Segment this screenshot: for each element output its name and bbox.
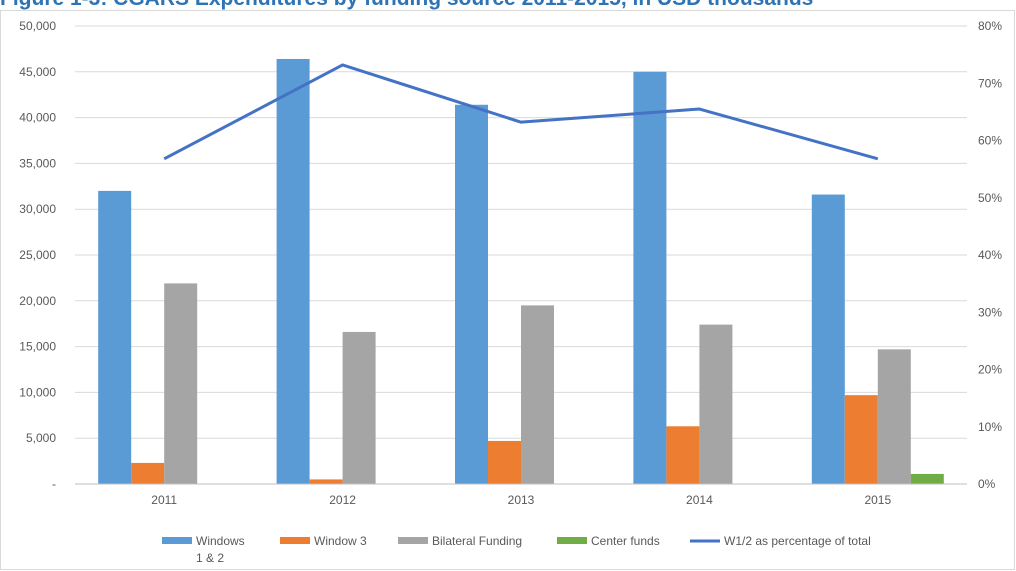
right-axis-tick-label: 10% bbox=[978, 420, 1002, 434]
left-axis-tick-label: 25,000 bbox=[19, 248, 56, 262]
left-axis-tick-label: 5,000 bbox=[26, 431, 56, 445]
bar-center-funds-2015 bbox=[910, 473, 944, 484]
left-axis-tick-label: 30,000 bbox=[19, 202, 56, 216]
legend-swatch bbox=[280, 537, 310, 544]
right-axis: 0% 10% 20% 30% 40% 50% 60% 70% 80% bbox=[978, 19, 1002, 491]
right-axis-tick-label: 0% bbox=[978, 477, 996, 491]
x-axis-tick-label: 2014 bbox=[686, 493, 713, 507]
bar-bilateral-funding-2014 bbox=[699, 324, 733, 484]
legend-item: Windows 1 & 2 bbox=[162, 534, 245, 565]
right-axis-tick-label: 30% bbox=[978, 305, 1002, 319]
legend-label: Window 3 bbox=[314, 534, 367, 548]
chart-title: Figure 1-3: CGARS Expenditures by fundin… bbox=[0, 0, 1016, 13]
bar-windows-1-2-2012 bbox=[276, 58, 310, 484]
bar-bilateral-funding-2011 bbox=[164, 283, 198, 484]
legend-label: Windows bbox=[196, 534, 245, 548]
left-axis-tick-label: 45,000 bbox=[19, 65, 56, 79]
x-axis: 2011 2012 2013 2014 2015 bbox=[75, 483, 967, 507]
left-axis-tick-label: 10,000 bbox=[19, 385, 56, 399]
left-axis-tick-label: 50,000 bbox=[19, 19, 56, 33]
bar-window-3-2013 bbox=[488, 440, 521, 484]
x-axis-tick-label: 2015 bbox=[864, 493, 891, 507]
bar-window-3-2012 bbox=[309, 479, 343, 484]
percentage-line bbox=[163, 63, 879, 161]
left-axis-tick-label: 20,000 bbox=[19, 294, 56, 308]
legend-label: Center funds bbox=[591, 534, 660, 548]
right-axis-tick-label: 70% bbox=[978, 76, 1002, 90]
right-axis-tick-label: 40% bbox=[978, 248, 1002, 262]
left-axis-tick-label: 15,000 bbox=[19, 340, 56, 354]
x-axis-tick-label: 2011 bbox=[151, 493, 177, 507]
legend-item: Window 3 bbox=[280, 534, 367, 548]
legend-swatch bbox=[162, 537, 192, 544]
legend-item: Bilateral Funding bbox=[398, 534, 522, 548]
x-axis-tick-label: 2013 bbox=[508, 493, 535, 507]
legend: Windows 1 & 2 Window 3 Bilateral Funding Cen… bbox=[162, 534, 871, 565]
legend-label-line2: 1 & 2 bbox=[196, 551, 224, 565]
legend-item: W1/2 as percentage of total bbox=[690, 534, 871, 548]
bar-bilateral-funding-2012 bbox=[342, 331, 376, 484]
bar-bilateral-funding-2015 bbox=[877, 349, 911, 484]
legend-item: Center funds bbox=[557, 534, 660, 548]
bar-window-3-2014 bbox=[666, 426, 700, 484]
right-axis-tick-label: 20% bbox=[978, 363, 1002, 377]
bar-bilateral-funding-2013 bbox=[521, 305, 554, 484]
chart-frame bbox=[0, 10, 1015, 570]
left-axis-tick-label: - bbox=[52, 477, 56, 491]
percentage-line-layer bbox=[163, 63, 879, 161]
left-axis: - 5,000 10,000 15,000 20,000 25,000 30,000 35,0… bbox=[19, 19, 56, 491]
legend-label: Bilateral Funding bbox=[432, 534, 522, 548]
left-axis-tick-label: 35,000 bbox=[19, 156, 56, 170]
bars bbox=[98, 58, 944, 485]
left-axis-tick-label: 40,000 bbox=[19, 111, 56, 125]
bar-window-3-2011 bbox=[131, 462, 165, 484]
legend-swatch bbox=[557, 537, 587, 544]
bar-windows-1-2-2015 bbox=[811, 194, 845, 484]
bar-windows-1-2-2011 bbox=[98, 190, 132, 484]
right-axis-tick-label: 60% bbox=[978, 134, 1002, 148]
bar-windows-1-2-2014 bbox=[633, 71, 667, 485]
legend-swatch bbox=[398, 537, 428, 544]
x-axis-tick-label: 2012 bbox=[329, 493, 356, 507]
legend-label: W1/2 as percentage of total bbox=[724, 534, 871, 548]
bar-window-3-2015 bbox=[844, 395, 878, 484]
right-axis-tick-label: 80% bbox=[978, 19, 1002, 33]
bar-windows-1-2-2013 bbox=[455, 104, 488, 484]
right-axis-tick-label: 50% bbox=[978, 191, 1002, 205]
